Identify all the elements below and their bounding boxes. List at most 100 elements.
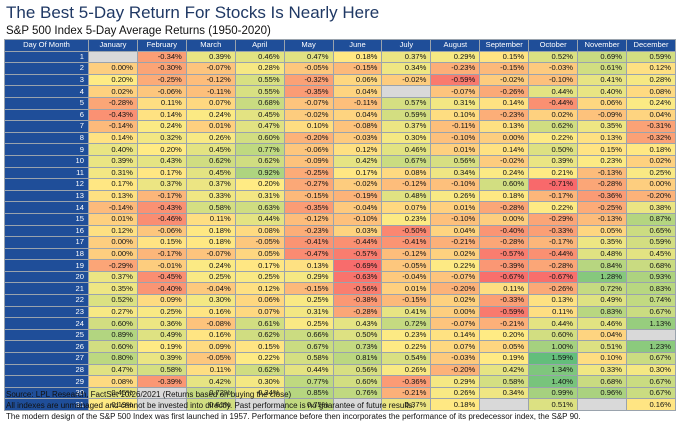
heatmap-cell: 0.46%: [234, 50, 285, 64]
heatmap-cell: 0.15%: [479, 50, 530, 64]
day-label: 21: [4, 282, 89, 296]
table-row: 19 -0.29% -0.01% 0.24% 0.17% 0.13% -0.69% -0.05…: [4, 259, 677, 272]
heatmap-cell: 0.93%: [625, 270, 677, 284]
heatmap-cell: 1.13%: [625, 317, 677, 330]
heatmap-cell: 0.51%: [528, 398, 579, 411]
heatmap-cell: 0.10%: [430, 108, 481, 122]
heatmap-cell: 0.00%: [88, 247, 138, 261]
heatmap-cell: 0.84%: [577, 259, 627, 272]
heatmap-cell: 0.60%: [479, 178, 530, 191]
heatmap-cell: 0.73%: [332, 340, 383, 354]
heatmap-cell: -0.32%: [283, 73, 334, 87]
heatmap-cell: -0.06%: [136, 224, 187, 238]
heatmap-cell: -0.35%: [283, 85, 334, 98]
heatmap-cell: -0.36%: [381, 375, 432, 388]
heatmap-cell: 0.14%: [136, 108, 187, 122]
heatmap-cell: 0.22%: [430, 259, 481, 272]
heatmap-cell: 0.18%: [479, 189, 530, 203]
heatmap-cell: -0.20%: [430, 363, 481, 377]
heatmap-cell: [88, 50, 138, 64]
heatmap-cell: -0.03%: [430, 352, 481, 365]
heatmap-cell: 0.67%: [625, 352, 677, 365]
heatmap-cell: 0.05%: [234, 247, 285, 261]
heatmap-cell: -0.09%: [283, 154, 334, 168]
month-header-june: June: [332, 39, 383, 52]
heatmap-cell: -0.07%: [430, 270, 481, 284]
month-header-march: March: [185, 39, 236, 52]
heatmap-cell: 0.68%: [577, 375, 627, 388]
heatmap-cell: 0.08%: [234, 224, 285, 238]
heatmap-cell: 0.68%: [625, 259, 677, 272]
day-label: 8: [4, 131, 89, 145]
heatmap-cell: 0.20%: [136, 143, 187, 156]
heatmap-cell: 0.72%: [381, 317, 432, 330]
heatmap-cell: 0.49%: [136, 328, 187, 342]
heatmap-cell: 0.32%: [136, 131, 187, 145]
heatmap-cell: -0.23%: [430, 62, 481, 75]
month-header-january: January: [88, 39, 138, 52]
heatmap-cell: -0.25%: [283, 166, 334, 180]
month-header-december: December: [625, 39, 677, 52]
heatmap-cell: 0.28%: [234, 62, 285, 75]
day-label: 13: [4, 189, 89, 203]
heatmap-cell: 0.58%: [479, 375, 530, 388]
heatmap-cell: -0.31%: [625, 120, 677, 133]
heatmap-cell: 0.74%: [625, 294, 677, 307]
heatmap-cell: [479, 398, 530, 411]
heatmap-cell: 1.00%: [528, 340, 579, 354]
heatmap-cell: -0.15%: [381, 294, 432, 307]
heatmap-cell: -0.69%: [332, 259, 383, 272]
heatmap-cell: 0.61%: [577, 62, 627, 75]
heatmap-cell: 0.16%: [185, 305, 236, 319]
heatmap-cell: 0.96%: [577, 386, 627, 400]
heatmap-cell: 0.01%: [185, 120, 236, 133]
heatmap-cell: -0.59%: [479, 305, 530, 319]
heatmap-cell: 0.59%: [625, 50, 677, 64]
heatmap-cell: 0.01%: [430, 143, 481, 156]
heatmap-cell: 0.00%: [479, 131, 530, 145]
heatmap-cell: 0.46%: [381, 143, 432, 156]
heatmap-cell: -0.33%: [479, 294, 530, 307]
heatmap-cell: -0.15%: [479, 62, 530, 75]
heatmap-cell: -0.39%: [136, 375, 187, 388]
heatmap-cell: 0.58%: [136, 363, 187, 377]
heatmap-cell: -0.28%: [332, 305, 383, 319]
heatmap-cell: 0.04%: [577, 328, 627, 342]
heatmap-cell: 0.48%: [381, 189, 432, 203]
heatmap-cell: 0.02%: [430, 294, 481, 307]
month-header-july: July: [381, 39, 432, 52]
heatmap-cell: -0.28%: [479, 201, 530, 214]
table-row: 14 -0.14% -0.43% 0.58% 0.63% -0.35% -0.04% 0.07…: [4, 201, 677, 214]
heatmap-cell: 0.87%: [625, 212, 677, 226]
heatmap-cell: -0.29%: [88, 259, 138, 272]
heatmap-cell: 0.45%: [88, 386, 138, 400]
heatmap-cell: 0.61%: [234, 317, 285, 330]
heatmap-cell: -0.02%: [479, 154, 530, 168]
heatmap-cell: 0.25%: [136, 305, 187, 319]
day-label: 6: [4, 108, 89, 122]
heatmap-cell: -0.15%: [283, 282, 334, 296]
heatmap-cell: 0.44%: [234, 212, 285, 226]
heatmap-cell: 0.39%: [88, 154, 138, 168]
month-header-november: November: [577, 39, 627, 52]
heatmap-cell: 0.63%: [234, 201, 285, 214]
heatmap-cell: -0.59%: [430, 73, 481, 87]
table-row: 27 0.80% 0.39% -0.05% 0.22% 0.58% 0.81% 0.54% -0…: [4, 352, 677, 365]
heatmap-cell: 0.83%: [577, 305, 627, 319]
heatmap-cell: -0.12%: [283, 212, 334, 226]
heatmap-cell: -0.04%: [185, 282, 236, 296]
day-label: 27: [4, 352, 89, 365]
heatmap-cell: [381, 85, 432, 98]
heatmap-cell: 0.19%: [136, 340, 187, 354]
heatmap-cell: 0.45%: [185, 166, 236, 180]
heatmap-cell: -0.02%: [332, 178, 383, 191]
heatmap-cell: 1.23%: [625, 340, 677, 354]
heatmap-cell: 0.45%: [234, 108, 285, 122]
heatmap-cell: 0.40%: [88, 143, 138, 156]
heatmap-cell: -0.30%: [136, 62, 187, 75]
heatmap-cell: 0.55%: [234, 73, 285, 87]
heatmap-cell: 0.41%: [577, 73, 627, 87]
heatmap-cell: -0.25%: [577, 201, 627, 214]
table-row: 9 0.40% 0.20% 0.45% 0.77% -0.06% 0.12% 0.46% 0.0…: [4, 143, 677, 156]
heatmap-cell: 0.57%: [381, 96, 432, 110]
